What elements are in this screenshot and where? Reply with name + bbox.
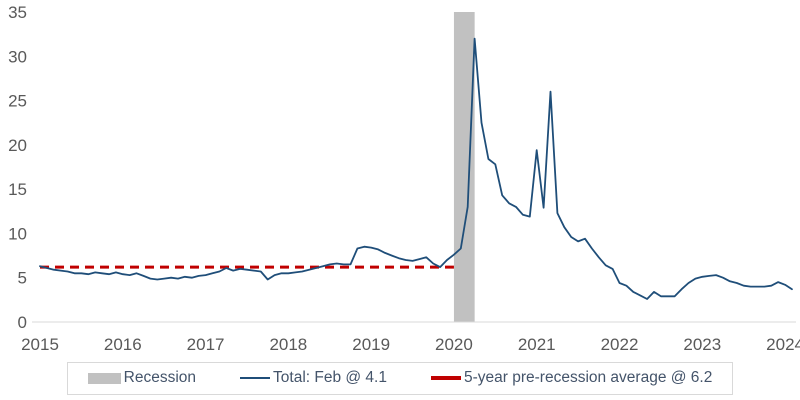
x-tick-label: 2020: [435, 335, 473, 354]
x-tick-label: 2023: [683, 335, 721, 354]
x-tick-label: 2019: [352, 335, 390, 354]
average-line-swatch: [430, 376, 461, 381]
x-tick-label: 2018: [269, 335, 307, 354]
chart-legend: Recession Total: Feb @ 4.1 5-year pre-re…: [66, 362, 734, 395]
legend-item-recession: Recession: [87, 369, 197, 388]
x-tick-label: 2017: [187, 335, 225, 354]
y-tick-label: 15: [8, 180, 27, 199]
y-tick-label: 20: [8, 136, 27, 155]
total-line-swatch: [240, 377, 271, 380]
plot-svg: 0 5 10 15 20 25 30 35 2015 2016 2017 2018 2019 2020 20…: [8, 3, 800, 354]
legend-label-recession: Recession: [123, 369, 197, 386]
x-tick-label: 2021: [518, 335, 556, 354]
total-series-line: [39, 37, 793, 300]
x-tick-label: 2016: [104, 335, 142, 354]
legend-item-average: 5-year pre-recession average @ 6.2: [430, 369, 713, 388]
legend-item-total: Total: Feb @ 4.1: [240, 369, 387, 388]
legend-label-average: 5-year pre-recession average @ 6.2: [463, 369, 713, 386]
y-tick-label: 35: [8, 3, 27, 22]
x-tick-label: 2022: [601, 335, 639, 354]
y-tick-label: 30: [8, 47, 27, 66]
x-tick-label: 2024: [766, 335, 800, 354]
y-tick-label: 25: [8, 92, 27, 111]
recession-swatch: [87, 372, 121, 384]
y-tick-label: 5: [18, 269, 27, 288]
y-tick-label: 10: [8, 224, 27, 243]
recession-band: [453, 12, 475, 322]
x-tick-label: 2015: [21, 335, 59, 354]
legend-label-total: Total: Feb @ 4.1: [273, 369, 387, 386]
y-tick-label: 0: [18, 313, 27, 332]
